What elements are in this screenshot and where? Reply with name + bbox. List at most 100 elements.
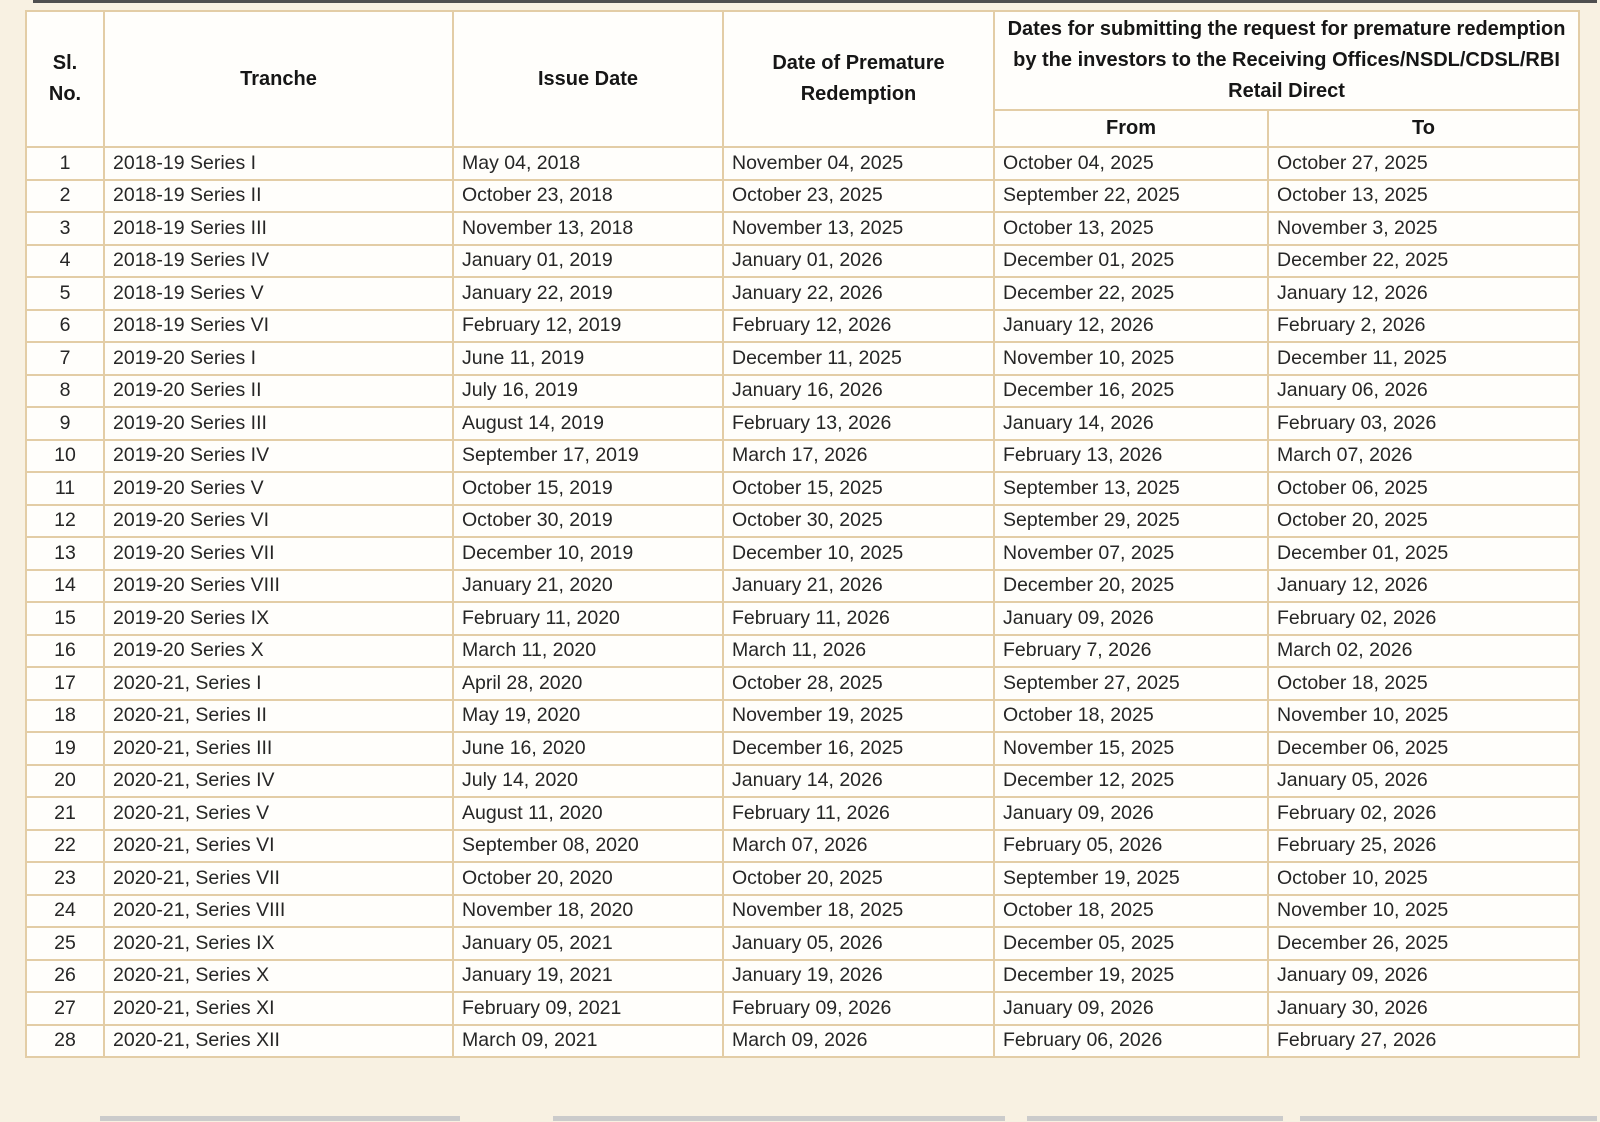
cell-to-date: January 05, 2026 (1266, 763, 1581, 798)
cell-to-date: February 03, 2026 (1266, 406, 1581, 441)
cell-sl-no: 22 (25, 828, 105, 863)
cell-sl-no: 27 (25, 991, 105, 1026)
cell-from-date: September 19, 2025 (993, 861, 1269, 896)
cell-issue-date: October 23, 2018 (452, 178, 724, 213)
cell-issue-date: February 09, 2021 (452, 991, 724, 1026)
cell-premature-redemption-date: January 14, 2026 (722, 763, 995, 798)
cell-issue-date: February 12, 2019 (452, 308, 724, 343)
cell-sl-no: 10 (25, 438, 105, 473)
cell-from-date: September 22, 2025 (993, 178, 1269, 213)
cell-to-date: December 26, 2025 (1266, 926, 1581, 961)
cell-premature-redemption-date: November 13, 2025 (722, 211, 995, 246)
table-row: 12 2019-20 Series VI October 30, 2019 Octob… (25, 503, 1581, 538)
cell-from-date: February 13, 2026 (993, 438, 1269, 473)
table-row: 6 2018-19 Series VI February 12, 2019 Febru… (25, 308, 1581, 343)
cell-tranche: 2019-20 Series III (103, 406, 454, 441)
cell-from-date: February 7, 2026 (993, 633, 1269, 668)
header-to: To (1266, 109, 1581, 148)
cell-to-date: October 10, 2025 (1266, 861, 1581, 896)
cell-premature-redemption-date: February 09, 2026 (722, 991, 995, 1026)
table-row: 20 2020-21, Series IV July 14, 2020 January… (25, 763, 1581, 798)
cutoff-row-edge (553, 1116, 1005, 1121)
cell-issue-date: July 14, 2020 (452, 763, 724, 798)
cell-sl-no: 26 (25, 958, 105, 993)
cell-to-date: January 09, 2026 (1266, 958, 1581, 993)
header-premature-redemption-date: Date of Premature Redemption (722, 10, 995, 148)
cell-from-date: November 15, 2025 (993, 731, 1269, 766)
table-row: 15 2019-20 Series IX February 11, 2020 Febr… (25, 601, 1581, 636)
cell-to-date: October 18, 2025 (1266, 666, 1581, 701)
cell-premature-redemption-date: December 10, 2025 (722, 536, 995, 571)
header-submission-dates-group: Dates for submitting the request for pre… (992, 10, 1581, 111)
cell-issue-date: December 10, 2019 (452, 536, 724, 571)
table-row: 1 2018-19 Series I May 04, 2018 November 04… (25, 146, 1581, 181)
cell-premature-redemption-date: January 21, 2026 (722, 568, 995, 603)
cell-sl-no: 19 (25, 731, 105, 766)
cell-premature-redemption-date: January 22, 2026 (722, 276, 995, 311)
cell-premature-redemption-date: March 11, 2026 (722, 633, 995, 668)
cell-tranche: 2018-19 Series VI (103, 308, 454, 343)
cell-from-date: February 06, 2026 (993, 1023, 1269, 1058)
table-body: 1 2018-19 Series I May 04, 2018 November 04… (25, 146, 1581, 1058)
cell-issue-date: October 30, 2019 (452, 503, 724, 538)
cell-from-date: December 20, 2025 (993, 568, 1269, 603)
cell-from-date: January 12, 2026 (993, 308, 1269, 343)
cell-tranche: 2020-21, Series VII (103, 861, 454, 896)
cell-tranche: 2020-21, Series V (103, 796, 454, 831)
cell-sl-no: 21 (25, 796, 105, 831)
cell-issue-date: March 09, 2021 (452, 1023, 724, 1058)
cell-issue-date: August 14, 2019 (452, 406, 724, 441)
cell-from-date: October 18, 2025 (993, 698, 1269, 733)
cell-sl-no: 4 (25, 243, 105, 278)
cell-to-date: December 01, 2025 (1266, 536, 1581, 571)
cutoff-row-edge (1300, 1116, 1597, 1121)
cell-sl-no: 1 (25, 146, 105, 181)
cell-to-date: January 30, 2026 (1266, 991, 1581, 1026)
header-from: From (993, 109, 1269, 148)
table-header: Sl. No. Tranche Issue Date Date of Prema… (25, 10, 1581, 148)
cell-tranche: 2020-21, Series III (103, 731, 454, 766)
cell-issue-date: September 08, 2020 (452, 828, 724, 863)
cell-from-date: February 05, 2026 (993, 828, 1269, 863)
table-row: 26 2020-21, Series X January 19, 2021 Janua… (25, 958, 1581, 993)
header-sl-no: Sl. No. (25, 10, 105, 148)
cell-premature-redemption-date: March 07, 2026 (722, 828, 995, 863)
header-issue-date: Issue Date (452, 10, 724, 148)
cell-to-date: January 12, 2026 (1266, 276, 1581, 311)
table-row: 21 2020-21, Series V August 11, 2020 Februa… (25, 796, 1581, 831)
table-row: 10 2019-20 Series IV September 17, 2019 Mar… (25, 438, 1581, 473)
cell-to-date: November 3, 2025 (1266, 211, 1581, 246)
cell-to-date: November 10, 2025 (1266, 893, 1581, 928)
cell-from-date: October 04, 2025 (993, 146, 1269, 181)
cell-from-date: December 01, 2025 (993, 243, 1269, 278)
premature-redemption-table: Sl. No. Tranche Issue Date Date of Prema… (25, 10, 1581, 1058)
cell-tranche: 2019-20 Series II (103, 373, 454, 408)
table-row: 3 2018-19 Series III November 13, 2018 Nove… (25, 211, 1581, 246)
cell-premature-redemption-date: October 30, 2025 (722, 503, 995, 538)
cell-sl-no: 11 (25, 471, 105, 506)
top-edge-line (33, 0, 1597, 3)
cell-issue-date: November 13, 2018 (452, 211, 724, 246)
cell-tranche: 2019-20 Series I (103, 341, 454, 376)
cell-premature-redemption-date: December 16, 2025 (722, 731, 995, 766)
table-row: 22 2020-21, Series VI September 08, 2020 Ma… (25, 828, 1581, 863)
cell-tranche: 2019-20 Series VI (103, 503, 454, 538)
cell-tranche: 2020-21, Series II (103, 698, 454, 733)
table-row: 11 2019-20 Series V October 15, 2019 Octobe… (25, 471, 1581, 506)
cell-from-date: December 22, 2025 (993, 276, 1269, 311)
cell-tranche: 2019-20 Series X (103, 633, 454, 668)
cell-premature-redemption-date: February 12, 2026 (722, 308, 995, 343)
cell-from-date: January 09, 2026 (993, 991, 1269, 1026)
cell-to-date: December 11, 2025 (1266, 341, 1581, 376)
table-row: 18 2020-21, Series II May 19, 2020 November… (25, 698, 1581, 733)
cell-to-date: October 06, 2025 (1266, 471, 1581, 506)
cell-premature-redemption-date: November 19, 2025 (722, 698, 995, 733)
cell-to-date: February 02, 2026 (1266, 601, 1581, 636)
cell-tranche: 2019-20 Series VIII (103, 568, 454, 603)
cell-sl-no: 12 (25, 503, 105, 538)
cell-issue-date: January 22, 2019 (452, 276, 724, 311)
cell-premature-redemption-date: October 23, 2025 (722, 178, 995, 213)
cell-tranche: 2020-21, Series XI (103, 991, 454, 1026)
cell-sl-no: 16 (25, 633, 105, 668)
cell-to-date: February 25, 2026 (1266, 828, 1581, 863)
